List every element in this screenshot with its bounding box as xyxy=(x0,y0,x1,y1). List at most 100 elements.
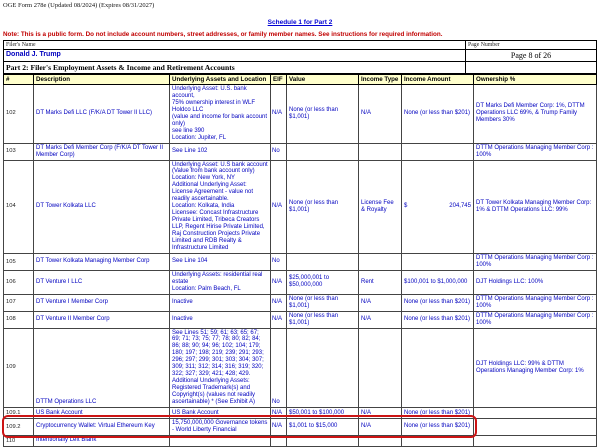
cell-iamt xyxy=(401,434,474,447)
cell-assets xyxy=(169,434,271,447)
cell-desc: US Bank Account xyxy=(33,406,170,419)
cell-value: $25,000,001 to $50,000,000 xyxy=(286,269,359,295)
amount-value: 204,745 xyxy=(449,203,471,210)
cell-desc: Intentionally Left Blank xyxy=(33,434,170,447)
cell-assets: See Line 104 xyxy=(169,252,271,271)
table-row: 106 DT Venture I LLC Underlying Assets: re… xyxy=(3,269,597,295)
page-number: Page 8 of 26 xyxy=(510,51,552,60)
cell-assets: Inactive xyxy=(169,293,271,312)
cell-eif: No xyxy=(270,327,287,408)
cell-own: DT Tower Kolkata Managing Member Corp: 1… xyxy=(473,159,597,254)
cell-eif: N/A xyxy=(270,406,287,419)
column-header: EIF xyxy=(270,74,287,85)
cell-desc: DT Venture I LLC xyxy=(33,269,170,295)
cell-value: None (or less than $1,001) xyxy=(286,84,359,144)
cell-own: DJT Holdings LLC: 100% xyxy=(473,269,597,295)
cell-itype: N/A xyxy=(358,310,402,329)
cell-value xyxy=(286,434,359,447)
table-row: 104 DT Tower Kolkata LLC Underlying Asset:… xyxy=(3,159,597,254)
cell-eif: N/A xyxy=(270,84,287,144)
cell-eif: N/A xyxy=(270,310,287,329)
table-row: 103 DT Marks Defi Member Corp (F/K/A DT T… xyxy=(3,142,597,161)
column-header: # xyxy=(3,74,34,85)
cell-iamt: None (or less than $201) xyxy=(401,417,474,436)
table-row: 102 DT Marks Defi LLC (F/K/A DT Tower II … xyxy=(3,84,597,144)
cell-assets: See Lines 51; 59; 61; 63; 65; 67; 69; 71… xyxy=(169,327,271,408)
cell-own: DJT Holdings LLC: 99% & DTTM Operations … xyxy=(473,327,597,408)
cell-desc: DT Marks Defi LLC (F/K/A DT Tower II LLC… xyxy=(33,84,170,144)
cell-value: None (or less than $1,001) xyxy=(286,159,359,254)
cell-value xyxy=(286,252,359,271)
cell-eif: N/A xyxy=(270,269,287,295)
schedule-1-link[interactable]: Schedule 1 for Part 2 xyxy=(267,19,333,26)
part-2-title: Part 2: Filer's Employment Assets & Inco… xyxy=(4,62,466,73)
cell-own xyxy=(473,417,597,436)
currency-prefix: $ xyxy=(404,203,408,210)
cell-desc: DT Marks Defi Member Corp (F/K/A DT Towe… xyxy=(33,142,170,161)
cell-itype: N/A xyxy=(358,84,402,144)
cell-itype: Rent xyxy=(358,269,402,295)
cell-eif xyxy=(270,434,287,447)
cell-num: 105 xyxy=(3,252,34,271)
cell-assets: Inactive xyxy=(169,310,271,329)
cell-value: $50,001 to $100,000 xyxy=(286,406,359,419)
cell-assets: US Bank Account xyxy=(169,406,271,419)
cell-itype xyxy=(358,434,402,447)
table-row: 109 DTTM Operations LLC See Lines 51; 59; … xyxy=(3,327,597,408)
column-header: Description xyxy=(33,74,170,85)
cell-value: None (or less than $1,001) xyxy=(286,310,359,329)
cell-desc: DT Venture II Member Corp xyxy=(33,310,170,329)
cell-eif: N/A xyxy=(270,293,287,312)
column-header: Income Type xyxy=(358,74,402,85)
cell-itype xyxy=(358,327,402,408)
cell-assets: Underlying Asset: U.S. bank account, 75%… xyxy=(169,84,271,144)
page-number-label: Page Number xyxy=(468,42,500,48)
filer-header-block: Filer's Name Page Number Donald J. Trump… xyxy=(3,40,597,74)
cell-assets: See Line 102 xyxy=(169,142,271,161)
cell-itype: N/A xyxy=(358,293,402,312)
cell-num: 108 xyxy=(3,310,34,329)
cell-num: 103 xyxy=(3,142,34,161)
public-form-note: Note: This is a public form. Do not incl… xyxy=(3,31,443,38)
table-row: 105 DT Tower Kolkata Managing Member Corp… xyxy=(3,252,597,271)
filer-name: Donald J. Trump xyxy=(4,50,466,61)
cell-iamt: $100,001 to $1,000,000 xyxy=(401,269,474,295)
cell-iamt: None (or less than $201) xyxy=(401,310,474,329)
cell-itype xyxy=(358,142,402,161)
cell-num: 109 xyxy=(3,327,34,408)
cell-own: DTTM Operations Managing Member Corp : 1… xyxy=(473,310,597,329)
table-row: 108 DT Venture II Member Corp Inactive N/A N… xyxy=(3,310,597,329)
table-row: 109.1 US Bank Account US Bank Account N/A $5… xyxy=(3,406,597,419)
cell-iamt xyxy=(401,327,474,408)
assets-table: # Description Underlying Assets and Locati… xyxy=(3,74,597,447)
column-header: Income Amount xyxy=(401,74,474,85)
column-header: Value xyxy=(286,74,359,85)
cell-value xyxy=(286,327,359,408)
cell-iamt xyxy=(401,142,474,161)
cell-iamt: None (or less than $201) xyxy=(401,406,474,419)
cell-value: None (or less than $1,001) xyxy=(286,293,359,312)
cell-assets: Underlying Asset: U.S bank account (Valu… xyxy=(169,159,271,254)
cell-eif: No xyxy=(270,142,287,161)
table-row: 109.2 Cryptocurrency Wallet: Virtual Ethe… xyxy=(3,417,597,436)
cell-itype: N/A xyxy=(358,406,402,419)
cell-num: 106 xyxy=(3,269,34,295)
cell-num: 102 xyxy=(3,84,34,144)
cell-own xyxy=(473,434,597,447)
cell-own xyxy=(473,406,597,419)
cell-num: 107 xyxy=(3,293,34,312)
cell-assets: Underlying Assets: residential real esta… xyxy=(169,269,271,295)
cell-itype xyxy=(358,252,402,271)
cell-iamt xyxy=(401,252,474,271)
cell-desc: DT Venture I Member Corp xyxy=(33,293,170,312)
column-header: Underlying Assets and Location xyxy=(169,74,271,85)
cell-desc: Cryptocurrency Wallet: Virtual Ethereum … xyxy=(33,417,170,436)
cell-iamt: None (or less than $201) xyxy=(401,84,474,144)
cell-iamt: None (or less than $201) xyxy=(401,293,474,312)
cell-desc: DT Tower Kolkata LLC xyxy=(33,159,170,254)
cell-eif: N/A xyxy=(270,417,287,436)
cell-value: $1,001 to $15,000 xyxy=(286,417,359,436)
cell-desc: DT Tower Kolkata Managing Member Corp xyxy=(33,252,170,271)
cell-eif: No xyxy=(270,252,287,271)
cell-itype: N/A xyxy=(358,417,402,436)
